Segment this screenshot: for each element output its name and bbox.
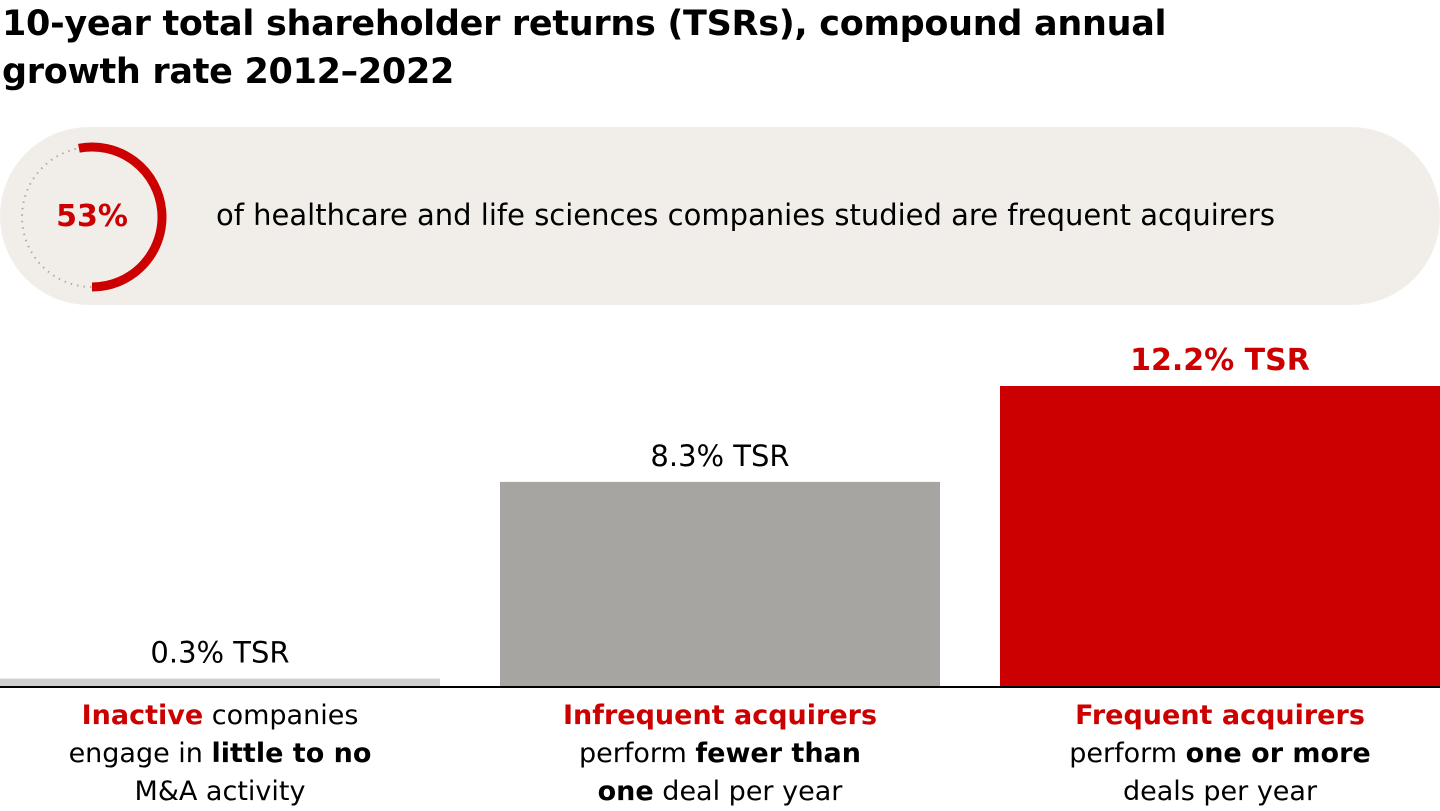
callout-banner: 53% of healthcare and life sciences comp… <box>0 127 1440 305</box>
category-desc: companies <box>203 700 359 731</box>
bar-frequent-acquirers <box>1000 386 1440 686</box>
category-emphasis: one or more <box>1185 738 1371 769</box>
category-desc: perform <box>1069 738 1186 769</box>
data-label: 8.3% TSR <box>650 439 789 473</box>
data-label: 0.3% TSR <box>150 636 289 670</box>
category-name: Inactive <box>81 700 204 731</box>
chart-title: 10-year total shareholder returns (TSRs)… <box>2 4 1167 92</box>
callout-text: of healthcare and life sciences companie… <box>216 198 1275 232</box>
bar-chart: 0.3% TSR 8.3% TSR 12.2% TSR <box>0 343 1440 688</box>
category-label-frequent: Frequent acquirers perform one or more d… <box>1000 697 1440 811</box>
bar-inactive <box>0 678 440 686</box>
category-desc: engage in <box>68 738 212 769</box>
callout-percent: 53% <box>56 199 128 234</box>
category-emphasis: one <box>597 776 654 807</box>
category-label-infrequent: Infrequent acquirers perform fewer than … <box>500 697 940 811</box>
category-desc: perform <box>579 738 696 769</box>
category-emphasis: little to no <box>211 738 372 769</box>
category-desc: deals per year <box>1122 776 1318 807</box>
category-desc: M&A activity <box>134 776 306 807</box>
ring-progress-arc <box>78 142 167 292</box>
category-emphasis: fewer than <box>695 738 861 769</box>
bar-infrequent-acquirers <box>500 481 940 686</box>
category-name: Frequent acquirers <box>1075 700 1365 731</box>
category-desc: deal per year <box>653 776 843 807</box>
category-name: Infrequent acquirers <box>562 700 878 731</box>
data-label: 12.2% TSR <box>1130 343 1310 378</box>
percent-ring <box>21 142 167 292</box>
category-label-inactive: Inactive companies engage in little to n… <box>0 697 440 811</box>
